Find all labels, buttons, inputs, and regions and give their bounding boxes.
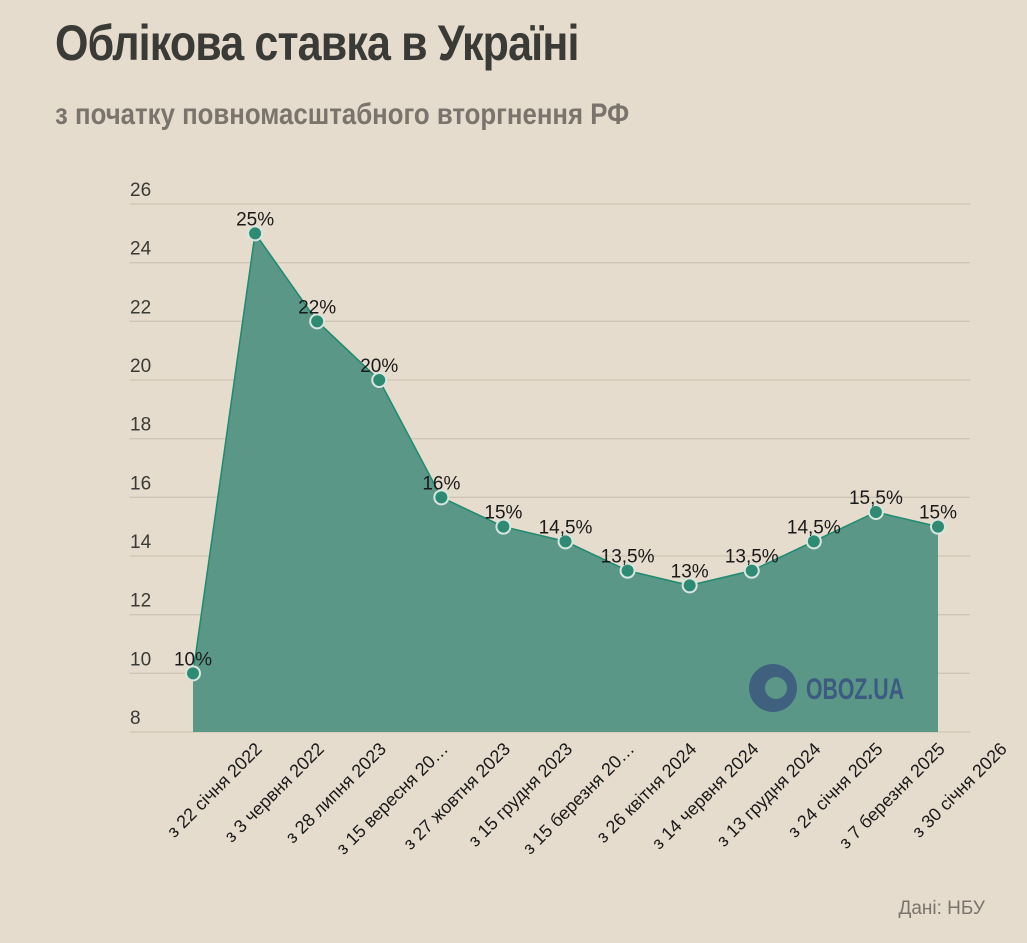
watermark-logo: OBOZ.UA [806, 673, 904, 706]
area-fill [193, 233, 938, 733]
data-label: 15% [484, 503, 522, 524]
data-label: 13,5% [601, 547, 655, 568]
data-point [495, 518, 512, 535]
data-label: 15% [919, 503, 957, 524]
x-tick-label: з 7 березня 2025 [835, 739, 949, 853]
y-tick-label: 20 [130, 356, 151, 377]
data-point [805, 533, 822, 550]
y-tick-label: 18 [130, 415, 151, 436]
data-point [681, 577, 698, 594]
data-point [619, 562, 636, 579]
source-note: Дані: НБУ [898, 898, 985, 919]
y-tick-label: 10 [130, 649, 151, 670]
x-tick-label: з 13 грудня 2024 [713, 739, 825, 851]
x-tick-label: з 27 жовтня 2023 [399, 739, 514, 854]
data-point [247, 225, 264, 242]
data-point [309, 313, 326, 330]
data-label: 14,5% [539, 517, 593, 538]
y-tick-label: 12 [130, 591, 151, 612]
y-tick-label: 14 [130, 532, 152, 553]
x-tick-label: з 15 вересня 20… [332, 739, 452, 859]
data-point [743, 562, 760, 579]
data-label: 15,5% [849, 488, 903, 509]
chart-subtitle: з початку повномасштабного вторгнення РФ [55, 98, 630, 131]
x-tick-label: з 15 березня 20… [519, 739, 638, 858]
chart-title: Облікова ставка в Україні [55, 15, 579, 71]
globe-icon-inner [765, 677, 787, 699]
x-tick-label: з 14 червня 2024 [648, 739, 763, 854]
data-point [867, 504, 884, 520]
data-point [557, 533, 574, 550]
data-label: 10% [174, 649, 212, 670]
x-tick-label: з 15 грудня 2023 [464, 739, 576, 851]
data-point [930, 518, 946, 535]
y-tick-label: 22 [130, 297, 151, 318]
data-label: 13,5% [725, 547, 779, 568]
data-label: 16% [422, 473, 460, 494]
data-label: 13% [671, 561, 709, 582]
y-tick-label: 26 [130, 180, 151, 201]
data-point [371, 372, 388, 388]
data-label: 25% [236, 209, 274, 230]
data-label: 14,5% [787, 517, 841, 538]
y-tick-label: 16 [130, 473, 151, 494]
data-label: 20% [360, 356, 398, 377]
data-point [433, 489, 450, 506]
data-point [185, 665, 201, 682]
y-tick-label: 24 [130, 239, 152, 260]
y-tick-label: 8 [130, 708, 141, 729]
data-label: 22% [298, 297, 336, 318]
